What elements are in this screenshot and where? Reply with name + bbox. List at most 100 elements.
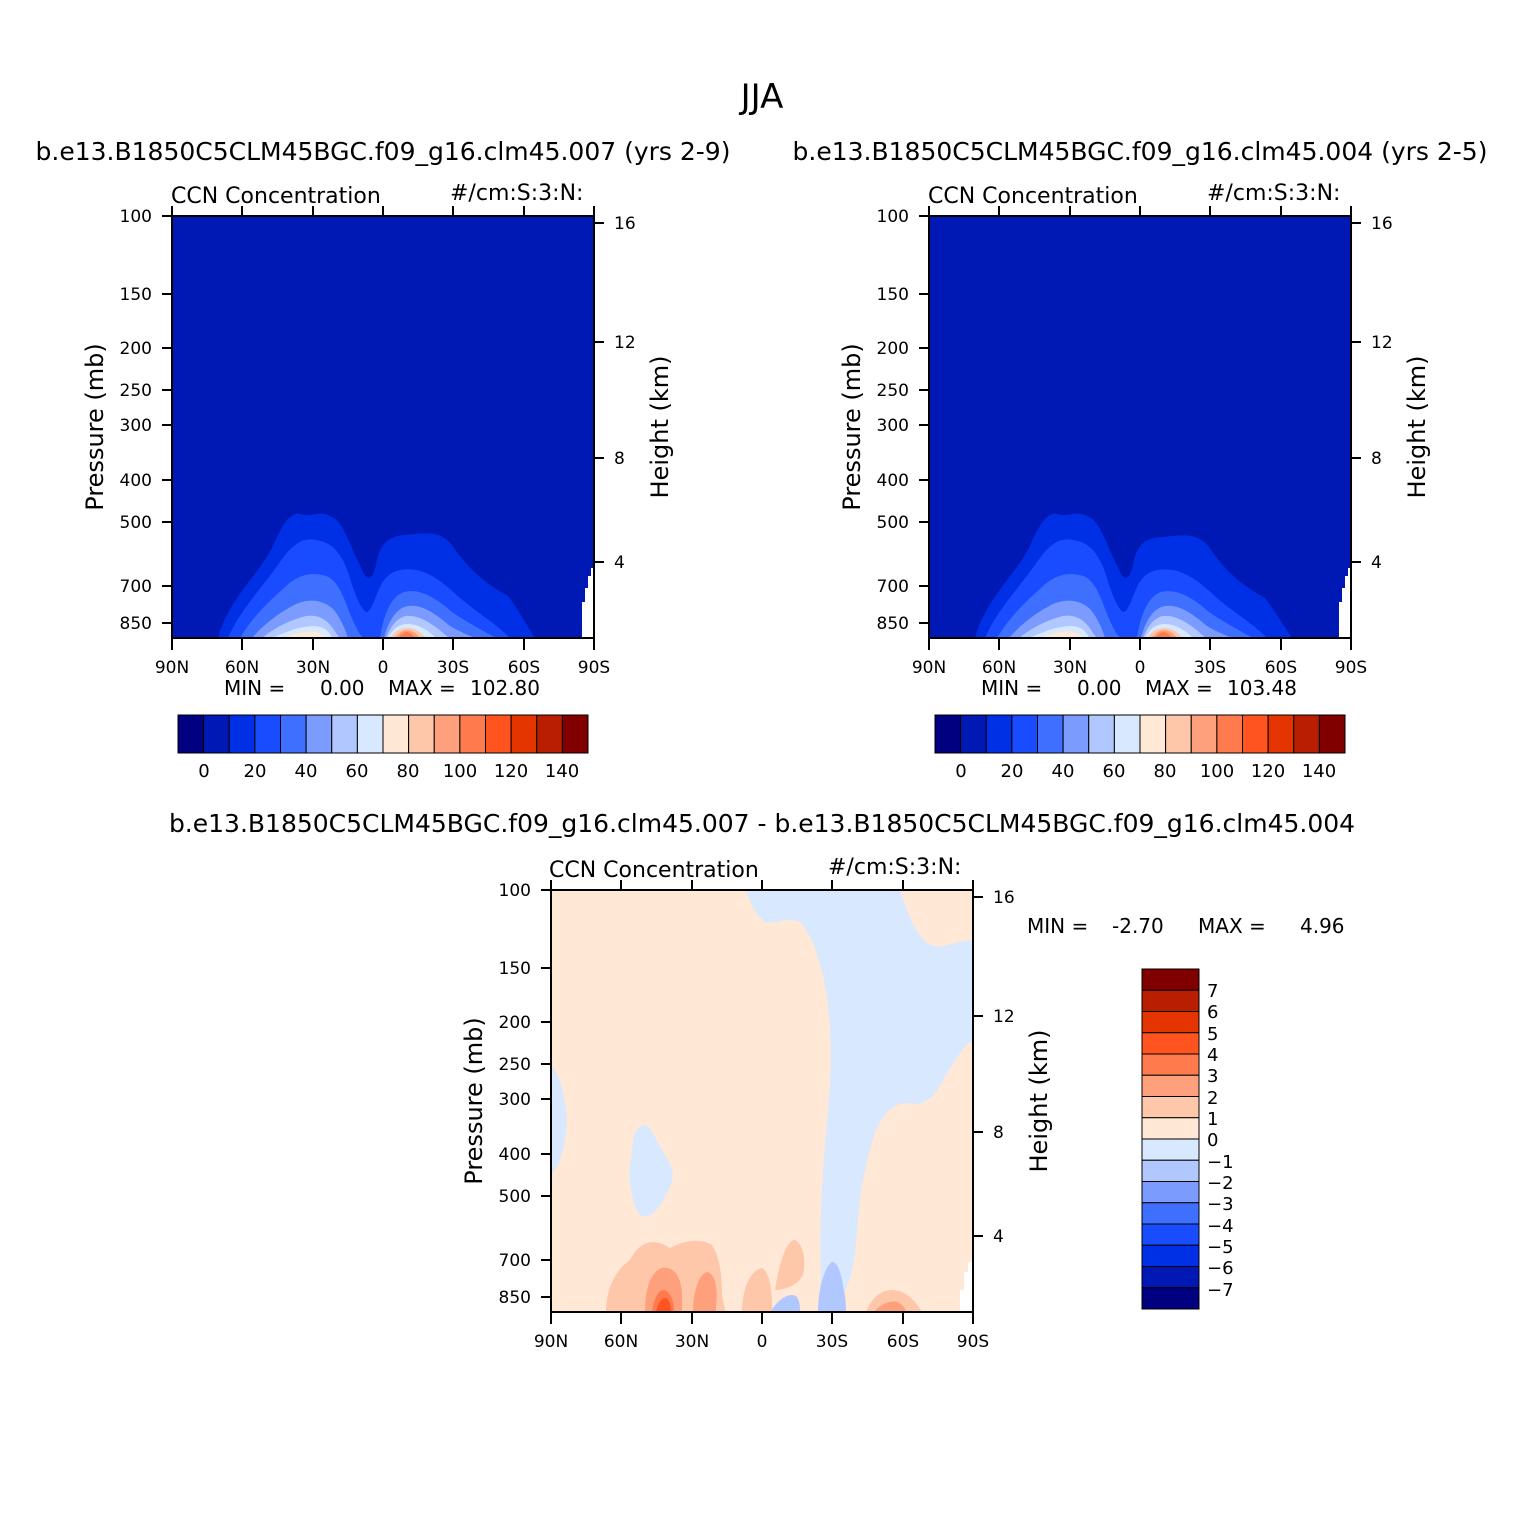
panel-3-colorbar-swatch-5 [1141, 1074, 1200, 1097]
panel-3-xtick-90S: 90S [957, 1332, 989, 1352]
panel-1-xtick-90S: 90S [578, 658, 610, 678]
panel-3-ylabel-right: Height (km) [1025, 1030, 1053, 1173]
panel-3-colorbar-swatch-15 [1141, 1287, 1200, 1310]
panel-2-colorbar-swatch-10 [1190, 714, 1218, 754]
panel-3-variable: CCN Concentration [549, 858, 759, 883]
panel-3-cbtick-5: 5 [1207, 1024, 1218, 1045]
panel-3-contour-pos-2b [693, 1272, 717, 1312]
panel-1-contour-11 [282, 631, 326, 638]
panel-2-rtick-16: 16 [1371, 214, 1393, 234]
panel-1-ytick-700: 700 [120, 577, 152, 597]
panel-1-min-value: 0.00 [320, 676, 365, 700]
panel-2-xtick-30S: 30S [1194, 658, 1226, 678]
panel-3-colorbar-swatch-10 [1141, 1181, 1200, 1204]
panel-2-contour-14 [1155, 632, 1172, 638]
panel-3-cbtick-m6: −6 [1207, 1258, 1234, 1279]
panel-2-colorbar-swatch-8 [1139, 714, 1167, 754]
panel-3-contour-pos-4a [656, 1298, 671, 1312]
panel-3-colorbar-swatch-11 [1141, 1202, 1200, 1225]
panel-1-colorbar-swatch-13 [510, 714, 538, 754]
panel-1-units: #/cm:S:3:N: [450, 181, 583, 206]
panel-2-xtick-0: 0 [1135, 658, 1146, 678]
panel-2-max-value: 103.48 [1227, 676, 1297, 700]
panel-3-colorbar-swatch-8 [1141, 1138, 1200, 1161]
panel-3-colorbar-ticks: 7 6 5 4 3 2 1 0 −1 −2 −3 −4 −5 −6 −7 [1207, 981, 1234, 1301]
panel-1-colorbar-swatch-7 [356, 714, 384, 754]
panel-1-ticks [162, 206, 604, 650]
panel-1-colorbar-swatch-4 [280, 714, 307, 754]
panel-1-plot-area [171, 215, 595, 639]
panel-1-ytick-250: 250 [120, 381, 152, 401]
panel-1-cbtick-60: 60 [346, 761, 369, 782]
panel-2-ytick-700: 700 [877, 577, 909, 597]
panel-1-ytick-300: 300 [120, 416, 152, 436]
panel-1-cbtick-80: 80 [397, 761, 420, 782]
panel-1-ytick-850: 850 [120, 614, 152, 634]
panel-3-cbtick-0: 0 [1207, 1130, 1218, 1151]
panel-1-cbtick-100: 100 [443, 761, 477, 782]
panel-3-cbtick-m2: −2 [1207, 1173, 1234, 1194]
panel-3-rtick-8: 8 [993, 1123, 1004, 1143]
panel-3-cbtick-6: 6 [1207, 1002, 1218, 1023]
panel-3-xtick-0: 0 [757, 1332, 768, 1352]
panel-3-ytick-500: 500 [499, 1187, 531, 1207]
panel-3-min-label: MIN = [1027, 914, 1088, 938]
panel-2-ytick-500: 500 [877, 513, 909, 533]
panel-3-contour-low-a [818, 1262, 846, 1312]
panel-2-cbtick-100: 100 [1200, 761, 1234, 782]
panel-3-ylabel: Pressure (mb) [460, 1017, 488, 1184]
panel-1-colorbar-swatch-1 [203, 714, 230, 754]
panel-2-colorbar-swatch-12 [1242, 714, 1269, 754]
panel-3-colorbar-swatch-3 [1141, 1032, 1200, 1055]
panel-1-ytick-200: 200 [120, 339, 152, 359]
panel-3-cbtick-m5: −5 [1207, 1237, 1234, 1258]
panel-2-colorbar-swatch-13 [1267, 714, 1295, 754]
panel-1-colorbar-swatch-6 [331, 714, 358, 754]
panel-3-xtick-30N: 30N [675, 1332, 709, 1352]
panel-2-ylabel: Pressure (mb) [838, 343, 866, 510]
panel-1-colorbar-swatch-14 [536, 714, 563, 754]
panel-3-units: #/cm:S:3:N: [828, 855, 961, 880]
panel-2-colorbar-swatch-9 [1165, 714, 1192, 754]
panel-1-xtick-60S: 60S [508, 658, 540, 678]
panel-1-colorbar [177, 714, 589, 754]
panel-2-colorbar-ticks: 0 20 40 60 80 100 120 140 [955, 761, 1336, 782]
panel-1-colorbar-swatch-5 [305, 714, 333, 754]
panel-2-xtick-60N: 60N [982, 658, 1016, 678]
panel-1-ylabel-right: Height (km) [646, 356, 674, 499]
panel-2-units: #/cm:S:3:N: [1207, 181, 1340, 206]
panel-2-ylabel-right: Height (km) [1403, 356, 1431, 499]
panel-1-ytick-150: 150 [120, 285, 152, 305]
panel-3-contour-pos-2c [874, 1301, 906, 1312]
panel-3-ytick-400: 400 [499, 1145, 531, 1165]
panel-3-rtick-16: 16 [993, 888, 1015, 908]
panel-2-ytick-300: 300 [877, 416, 909, 436]
panel-3-ytick-700: 700 [499, 1251, 531, 1271]
panel-2-orography [1339, 568, 1351, 638]
panel-2-ytick-200: 200 [877, 339, 909, 359]
panel-1-contour-14 [398, 632, 415, 638]
panel-3-cbtick-m3: −3 [1207, 1194, 1234, 1215]
panel-3-cbtick-4: 4 [1207, 1045, 1218, 1066]
panel-3-colorbar-swatch-9 [1141, 1159, 1200, 1182]
panel-3-ticks [541, 880, 983, 1324]
panel-3-rtick-4: 4 [993, 1227, 1004, 1247]
panel-3-negative-region-main [746, 890, 973, 1312]
panel-3-ytick-300: 300 [499, 1090, 531, 1110]
panel-2-xtick-60S: 60S [1265, 658, 1297, 678]
panel-1-colorbar-ticks: 0 20 40 60 80 100 120 140 [198, 761, 579, 782]
panel-2-min-value: 0.00 [1077, 676, 1122, 700]
panel-1-colorbar-swatch-3 [254, 714, 281, 754]
panel-2-cbtick-80: 80 [1154, 761, 1177, 782]
panel-3-cbtick-1: 1 [1207, 1109, 1218, 1130]
panel-3-contour-low-b [770, 1294, 800, 1312]
panel-2-cbtick-0: 0 [955, 761, 966, 782]
panel-3-contour-pos-2a [645, 1267, 682, 1312]
panel-2: b.e13.B1850C5CLM45BGC.f09_g16.clm45.004 … [793, 137, 1488, 782]
panel-2-cbtick-140: 140 [1302, 761, 1336, 782]
panel-2-y-ticks-right: 16 12 8 4 [1371, 214, 1393, 573]
panel-3-rtick-12: 12 [993, 1007, 1015, 1027]
panel-1-xtick-90N: 90N [155, 658, 189, 678]
panel-2-y-ticks: 100 150 200 250 300 400 500 700 850 [877, 207, 909, 634]
